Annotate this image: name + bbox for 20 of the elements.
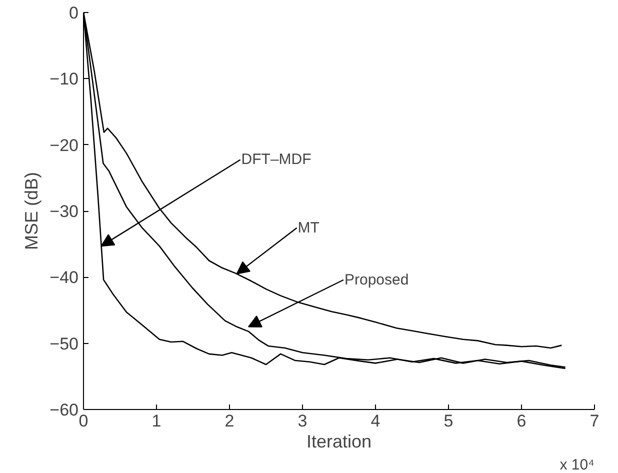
y-tick-label: −20 (50, 136, 79, 155)
annotation: MT (298, 219, 320, 236)
x-tick-label: 4 (370, 412, 380, 430)
y-tick-label: −40 (50, 268, 79, 288)
x-tick-label: 2 (224, 412, 234, 430)
y-tick-label: −60 (50, 400, 79, 420)
x-axis-title: Iteration (306, 432, 372, 452)
y-tick-label: 0 (69, 4, 79, 22)
x-tick-label: 3 (298, 412, 308, 430)
annotation: DFT–MDF (241, 151, 312, 168)
y-tick-label: −30 (50, 202, 79, 221)
y-tick-label: −10 (50, 70, 79, 89)
y-axis-title: MSE (dB) (22, 172, 42, 250)
annotation: Proposed (344, 271, 409, 288)
x-tick-label: 5 (444, 412, 454, 430)
text: x 10⁴ (560, 456, 595, 473)
y-tick-label: −50 (50, 334, 79, 354)
x-tick-label: 6 (516, 412, 526, 430)
x-tick-label: 7 (590, 412, 600, 430)
x-tick-label: 1 (152, 412, 162, 430)
